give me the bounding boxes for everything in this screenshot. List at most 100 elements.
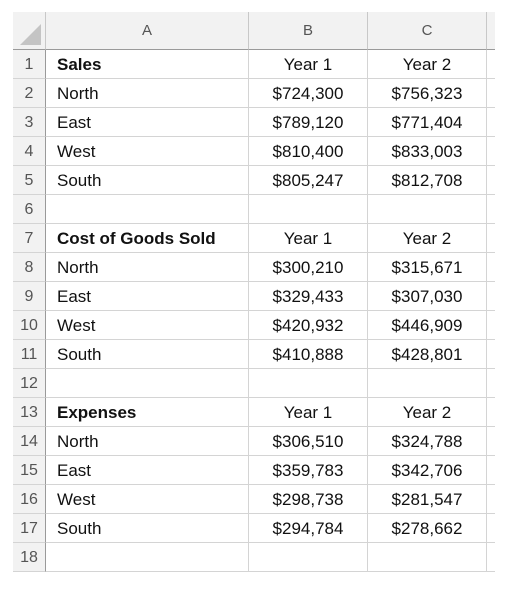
cell-d[interactable]	[487, 340, 495, 369]
cell-d[interactable]	[487, 427, 495, 456]
row-header[interactable]: 4	[13, 137, 46, 166]
cell-a[interactable]: Cost of Goods Sold	[46, 224, 249, 253]
cell-d[interactable]	[487, 311, 495, 340]
cell-b[interactable]: $329,433	[249, 282, 368, 311]
row-header[interactable]: 9	[13, 282, 46, 311]
cell-c[interactable]: Year 2	[368, 224, 487, 253]
cell-b[interactable]: $789,120	[249, 108, 368, 137]
cell-a[interactable]	[46, 543, 249, 572]
cell-b[interactable]: Year 1	[249, 398, 368, 427]
select-all-corner[interactable]	[13, 12, 46, 50]
cell-b[interactable]: $420,932	[249, 311, 368, 340]
cell-c[interactable]: $428,801	[368, 340, 487, 369]
cell-d[interactable]	[487, 282, 495, 311]
cell-a[interactable]: South	[46, 514, 249, 543]
column-header-a[interactable]: A	[46, 12, 249, 50]
row-header[interactable]: 10	[13, 311, 46, 340]
cell-c[interactable]: $833,003	[368, 137, 487, 166]
cell-d[interactable]	[487, 50, 495, 79]
table-row: 16 West $298,738 $281,547	[13, 485, 495, 514]
cell-d[interactable]	[487, 398, 495, 427]
cell-c[interactable]: $307,030	[368, 282, 487, 311]
cell-a[interactable]: Expenses	[46, 398, 249, 427]
cell-a[interactable]: North	[46, 253, 249, 282]
table-row: 7 Cost of Goods Sold Year 1 Year 2	[13, 224, 495, 253]
cell-a[interactable]: East	[46, 282, 249, 311]
cell-c[interactable]: $324,788	[368, 427, 487, 456]
row-header[interactable]: 18	[13, 543, 46, 572]
cell-c[interactable]	[368, 543, 487, 572]
cell-c[interactable]: $446,909	[368, 311, 487, 340]
cell-b[interactable]: $300,210	[249, 253, 368, 282]
cell-d[interactable]	[487, 253, 495, 282]
cell-d[interactable]	[487, 108, 495, 137]
cell-d[interactable]	[487, 456, 495, 485]
cell-c[interactable]: Year 2	[368, 50, 487, 79]
column-header-b[interactable]: B	[249, 12, 368, 50]
column-header-c[interactable]: C	[368, 12, 487, 50]
row-header[interactable]: 6	[13, 195, 46, 224]
column-header-d[interactable]	[487, 12, 495, 50]
cell-a[interactable]: West	[46, 137, 249, 166]
cell-b[interactable]: $805,247	[249, 166, 368, 195]
row-header[interactable]: 8	[13, 253, 46, 282]
row-header[interactable]: 7	[13, 224, 46, 253]
cell-b[interactable]: $294,784	[249, 514, 368, 543]
cell-a[interactable]	[46, 369, 249, 398]
cell-c[interactable]: $281,547	[368, 485, 487, 514]
cell-b[interactable]	[249, 369, 368, 398]
cell-a[interactable]: East	[46, 456, 249, 485]
cell-d[interactable]	[487, 137, 495, 166]
cell-a[interactable]: West	[46, 311, 249, 340]
row-header[interactable]: 12	[13, 369, 46, 398]
cell-b[interactable]	[249, 543, 368, 572]
cell-d[interactable]	[487, 79, 495, 108]
table-row: 3 East $789,120 $771,404	[13, 108, 495, 137]
cell-a[interactable]: East	[46, 108, 249, 137]
cell-c[interactable]: $812,708	[368, 166, 487, 195]
cell-b[interactable]: Year 1	[249, 224, 368, 253]
cell-d[interactable]	[487, 485, 495, 514]
cell-a[interactable]: West	[46, 485, 249, 514]
cell-c[interactable]: $315,671	[368, 253, 487, 282]
cell-c[interactable]: Year 2	[368, 398, 487, 427]
row-header[interactable]: 5	[13, 166, 46, 195]
row-header[interactable]: 16	[13, 485, 46, 514]
row-header[interactable]: 3	[13, 108, 46, 137]
table-row: 9 East $329,433 $307,030	[13, 282, 495, 311]
row-header[interactable]: 15	[13, 456, 46, 485]
cell-d[interactable]	[487, 543, 495, 572]
cell-c[interactable]	[368, 369, 487, 398]
cell-c[interactable]: $756,323	[368, 79, 487, 108]
row-header[interactable]: 1	[13, 50, 46, 79]
cell-d[interactable]	[487, 514, 495, 543]
cell-c[interactable]	[368, 195, 487, 224]
cell-b[interactable]: $724,300	[249, 79, 368, 108]
row-header[interactable]: 17	[13, 514, 46, 543]
cell-d[interactable]	[487, 195, 495, 224]
cell-d[interactable]	[487, 166, 495, 195]
cell-d[interactable]	[487, 224, 495, 253]
cell-b[interactable]: Year 1	[249, 50, 368, 79]
cell-a[interactable]: South	[46, 166, 249, 195]
table-row: 2 North $724,300 $756,323	[13, 79, 495, 108]
cell-b[interactable]: $359,783	[249, 456, 368, 485]
row-header[interactable]: 11	[13, 340, 46, 369]
cell-b[interactable]	[249, 195, 368, 224]
cell-d[interactable]	[487, 369, 495, 398]
cell-a[interactable]: South	[46, 340, 249, 369]
cell-a[interactable]: Sales	[46, 50, 249, 79]
row-header[interactable]: 2	[13, 79, 46, 108]
cell-a[interactable]: North	[46, 79, 249, 108]
cell-c[interactable]: $342,706	[368, 456, 487, 485]
row-header[interactable]: 13	[13, 398, 46, 427]
cell-b[interactable]: $306,510	[249, 427, 368, 456]
cell-a[interactable]: North	[46, 427, 249, 456]
cell-b[interactable]: $410,888	[249, 340, 368, 369]
row-header[interactable]: 14	[13, 427, 46, 456]
cell-c[interactable]: $278,662	[368, 514, 487, 543]
cell-b[interactable]: $810,400	[249, 137, 368, 166]
cell-a[interactable]	[46, 195, 249, 224]
cell-b[interactable]: $298,738	[249, 485, 368, 514]
cell-c[interactable]: $771,404	[368, 108, 487, 137]
